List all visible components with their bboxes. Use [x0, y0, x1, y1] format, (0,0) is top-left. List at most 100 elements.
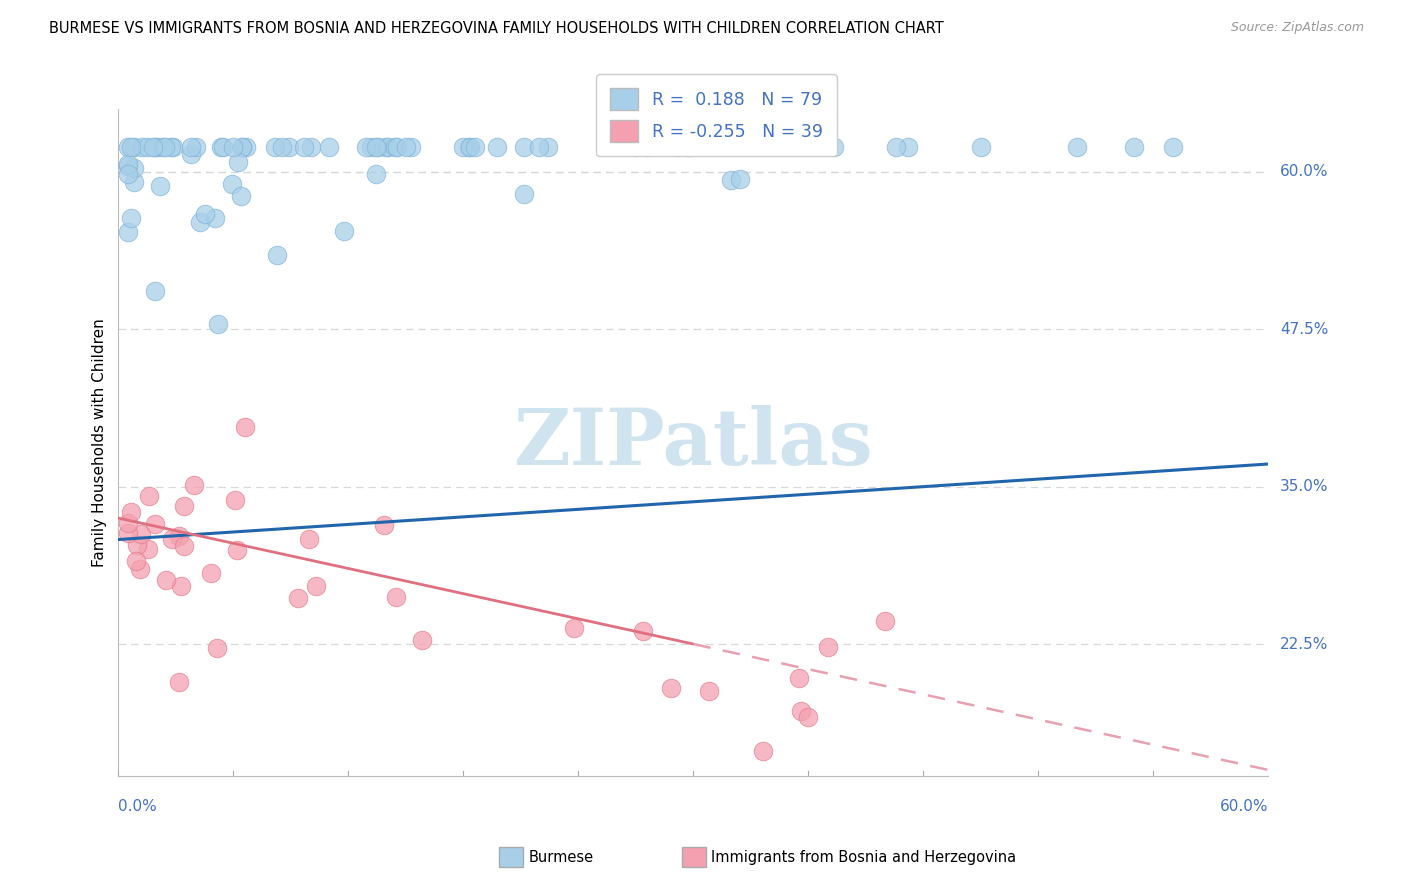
Point: [679, 139, 702, 153]
Point: [135, 139, 157, 153]
Point: [697, 684, 720, 698]
Point: [271, 139, 294, 153]
Point: [751, 744, 773, 758]
Point: [143, 139, 166, 153]
Point: [287, 591, 309, 605]
Point: [292, 139, 315, 153]
Point: [367, 139, 389, 153]
Y-axis label: Family Households with Children: Family Households with Children: [93, 318, 107, 567]
Text: ZIPatlas: ZIPatlas: [513, 405, 873, 481]
Point: [117, 159, 139, 173]
Point: [173, 499, 195, 513]
Point: [1161, 139, 1184, 153]
Point: [728, 171, 751, 186]
Point: [411, 632, 433, 647]
Point: [136, 541, 159, 556]
Point: [155, 139, 177, 153]
Point: [298, 532, 321, 546]
Point: [209, 139, 232, 153]
Point: [221, 139, 243, 153]
Point: [375, 139, 398, 153]
Point: [170, 579, 193, 593]
Point: [142, 139, 165, 153]
Point: [167, 674, 190, 689]
Point: [125, 554, 148, 568]
Point: [229, 188, 252, 202]
Point: [512, 139, 534, 153]
Point: [624, 139, 647, 153]
Point: [787, 671, 810, 685]
Text: 22.5%: 22.5%: [1279, 637, 1329, 651]
Point: [226, 154, 249, 169]
Point: [666, 139, 689, 153]
Point: [120, 505, 142, 519]
Point: [225, 542, 247, 557]
Point: [790, 704, 813, 718]
Point: [823, 139, 845, 153]
Point: [180, 139, 202, 153]
Point: [148, 178, 170, 193]
Text: BURMESE VS IMMIGRANTS FROM BOSNIA AND HERZEGOVINA FAMILY HOUSEHOLDS WITH CHILDRE: BURMESE VS IMMIGRANTS FROM BOSNIA AND HE…: [49, 21, 943, 37]
Point: [221, 177, 243, 191]
Point: [659, 681, 682, 695]
Point: [183, 478, 205, 492]
Point: [207, 317, 229, 331]
Point: [188, 215, 211, 229]
Point: [633, 624, 655, 638]
Point: [318, 139, 340, 153]
Point: [486, 139, 509, 153]
Point: [513, 187, 536, 202]
Point: [364, 139, 387, 153]
Text: 60.0%: 60.0%: [1220, 799, 1268, 814]
Point: [194, 207, 217, 221]
Point: [458, 139, 481, 153]
Point: [117, 139, 139, 153]
Point: [301, 139, 323, 153]
Text: Source: ZipAtlas.com: Source: ZipAtlas.com: [1230, 21, 1364, 35]
Point: [117, 157, 139, 171]
Point: [152, 139, 174, 153]
Point: [204, 211, 226, 226]
Point: [162, 139, 184, 153]
Point: [143, 517, 166, 532]
Point: [266, 248, 288, 262]
Point: [160, 533, 183, 547]
Point: [264, 139, 287, 153]
Point: [138, 489, 160, 503]
Point: [458, 139, 481, 153]
Point: [797, 710, 820, 724]
Point: [373, 517, 395, 532]
Point: [184, 139, 207, 153]
Point: [720, 173, 742, 187]
Point: [160, 139, 183, 153]
Point: [399, 139, 422, 153]
Point: [360, 139, 382, 153]
Point: [527, 139, 550, 153]
Point: [305, 579, 328, 593]
Point: [122, 139, 145, 153]
Point: [169, 529, 191, 543]
Point: [117, 516, 139, 531]
Point: [231, 139, 253, 153]
Text: Immigrants from Bosnia and Herzegovina: Immigrants from Bosnia and Herzegovina: [711, 850, 1017, 864]
Point: [637, 139, 659, 153]
Point: [385, 591, 408, 605]
Point: [394, 139, 416, 153]
Point: [562, 622, 585, 636]
Point: [143, 285, 166, 299]
Point: [155, 573, 177, 587]
Point: [675, 139, 697, 153]
Point: [200, 566, 222, 581]
Point: [278, 139, 301, 153]
Text: 47.5%: 47.5%: [1279, 322, 1329, 337]
Point: [897, 139, 920, 153]
Point: [146, 139, 169, 153]
Point: [233, 419, 256, 434]
Point: [173, 539, 195, 553]
Point: [212, 139, 235, 153]
Point: [207, 641, 229, 656]
Point: [332, 224, 354, 238]
Point: [377, 139, 399, 153]
Point: [122, 175, 145, 189]
Text: 0.0%: 0.0%: [118, 799, 157, 814]
